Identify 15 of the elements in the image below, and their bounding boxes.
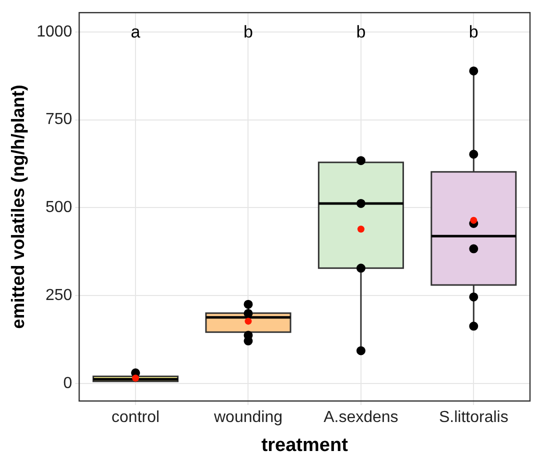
annotation: b [468,22,478,42]
x-tick-label: A.sexdens [324,409,398,426]
y-axis-title: emitted volatiles (ng/h/plant) [8,84,28,329]
annotation: a [130,22,141,42]
x-axis-title: treatment [261,434,349,456]
y-tick-label: 500 [45,199,72,216]
y-tick-label: 750 [45,111,72,128]
y-tick-label: 0 [63,374,72,392]
x-tick-label: control [112,409,160,426]
annotation: b [244,22,253,42]
x-tick-label: wounding [212,409,282,426]
y-tick-label: 250 [45,286,72,304]
x-tick-label: S.littoralis [438,409,508,426]
annotation: b [356,22,366,42]
y-tick-label: 1000 [36,23,72,40]
